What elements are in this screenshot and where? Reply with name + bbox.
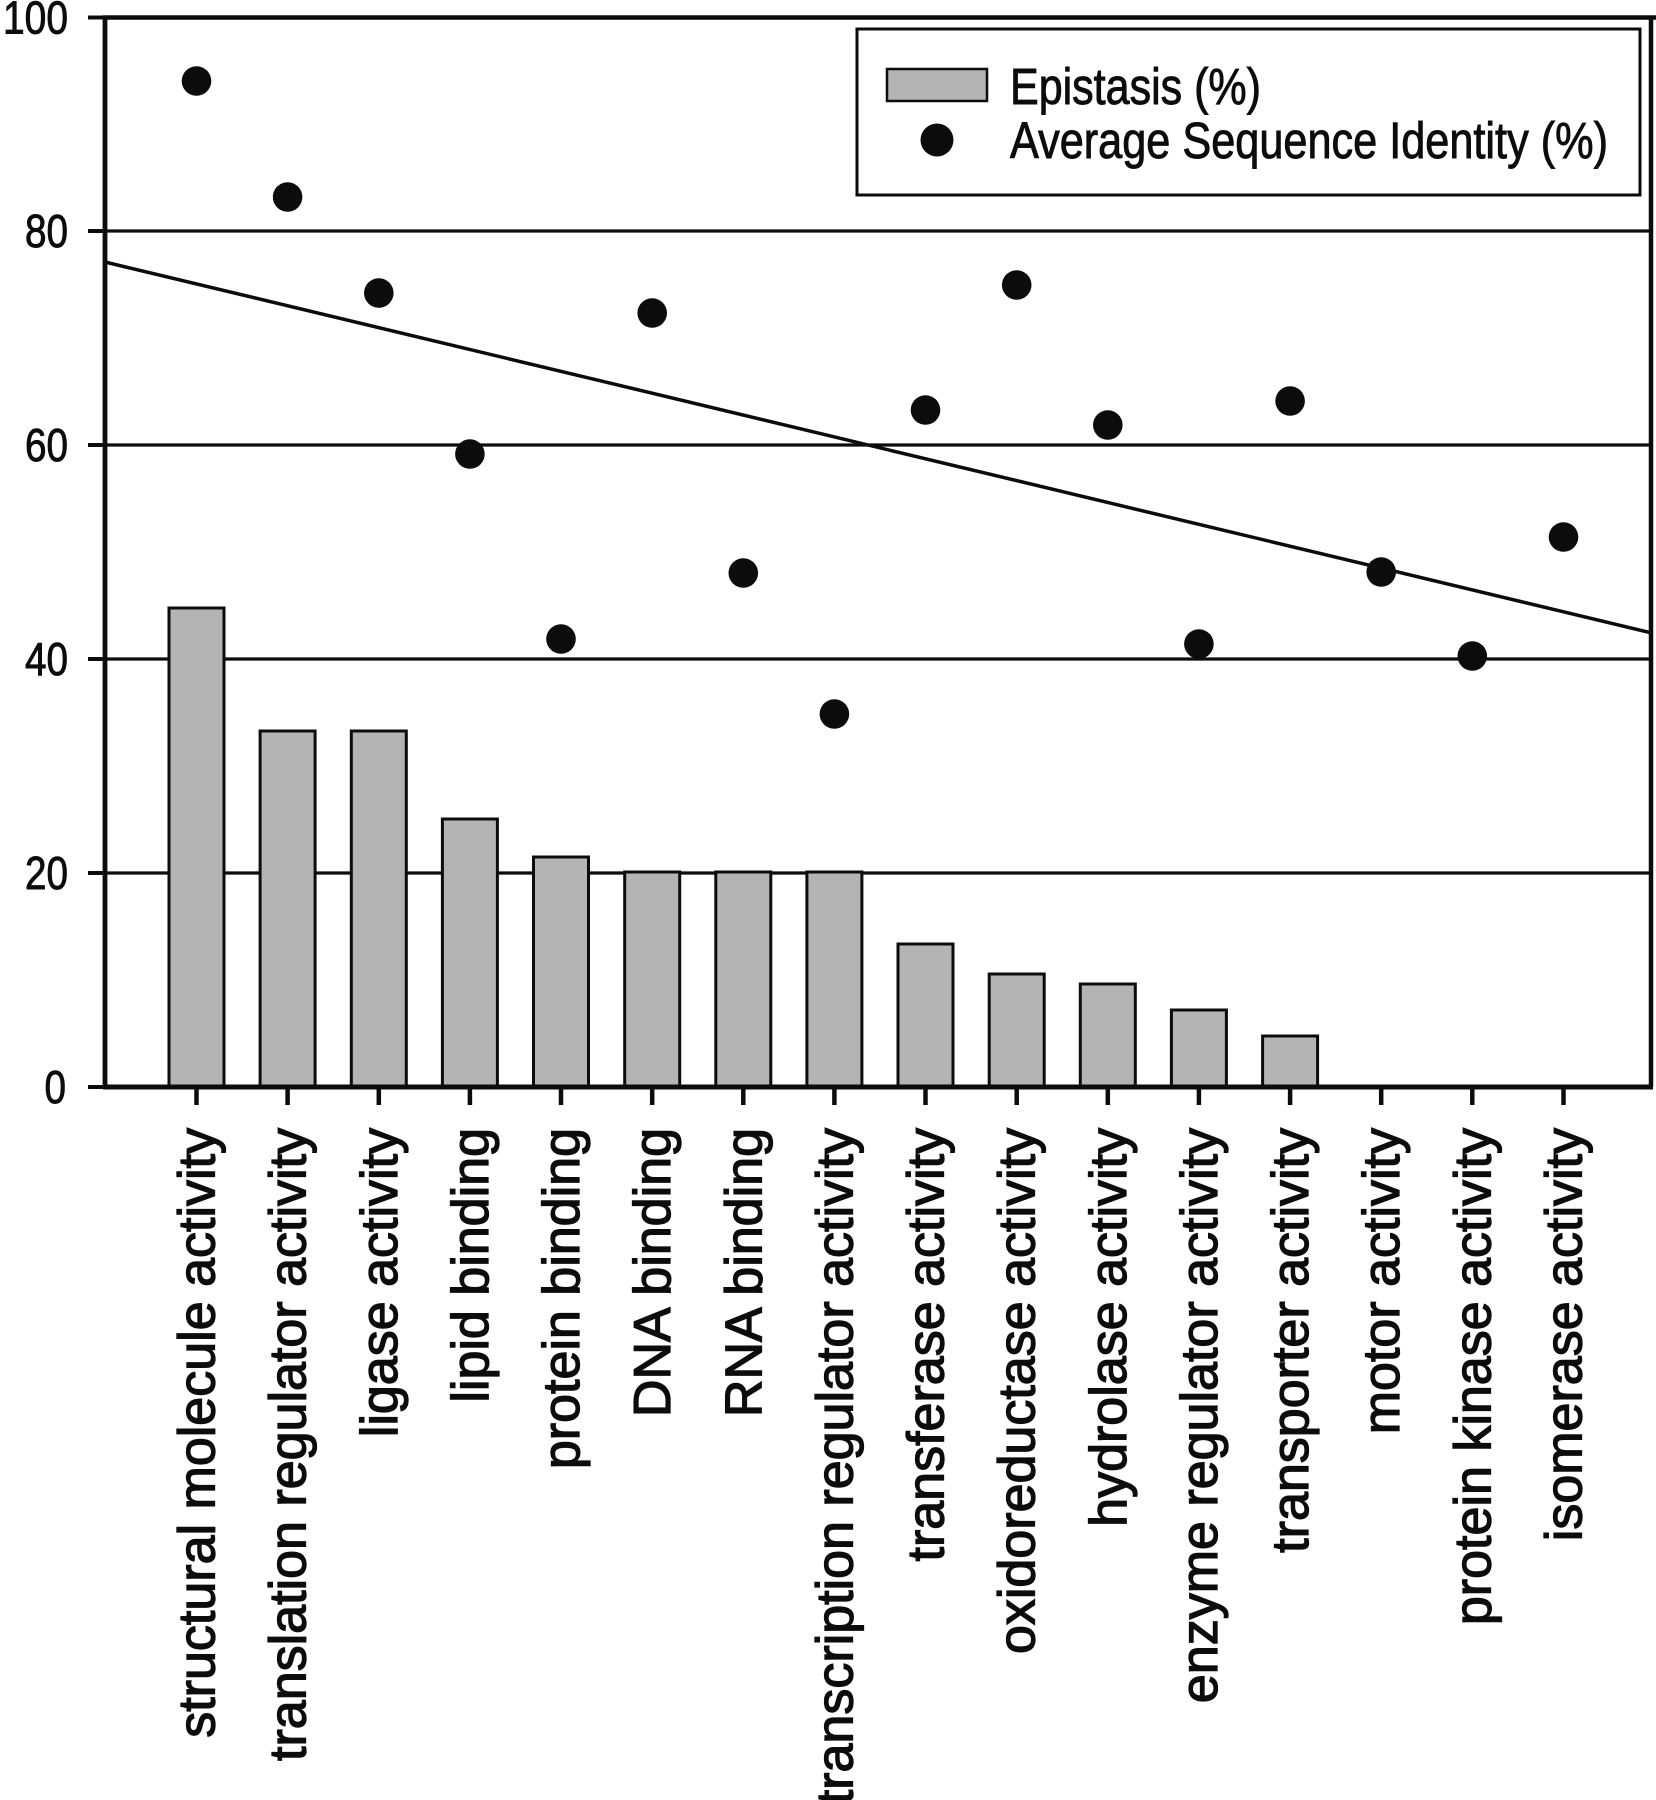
- svg-text:motor activity: motor activity: [1353, 1128, 1411, 1434]
- svg-text:hydrolase activity: hydrolase activity: [1080, 1128, 1138, 1527]
- svg-text:isomerase activity: isomerase activity: [1536, 1128, 1594, 1541]
- svg-text:40: 40: [25, 633, 68, 685]
- svg-text:translation regulator activity: translation regulator activity: [260, 1128, 318, 1761]
- svg-text:20: 20: [25, 847, 68, 899]
- svg-text:transcription regulator activi: transcription regulator activity: [806, 1128, 864, 1800]
- svg-text:60: 60: [25, 419, 68, 471]
- svg-text:oxidoreductase activity: oxidoreductase activity: [989, 1128, 1047, 1654]
- svg-text:0: 0: [45, 1061, 67, 1113]
- svg-text:ligase activity: ligase activity: [351, 1128, 409, 1437]
- svg-text:lipid binding: lipid binding: [442, 1128, 500, 1403]
- svg-text:structural molecule activity: structural molecule activity: [169, 1128, 227, 1738]
- svg-text:100: 100: [3, 0, 68, 44]
- svg-text:RNA binding: RNA binding: [715, 1128, 773, 1417]
- svg-text:Epistasis (%): Epistasis (%): [1010, 58, 1261, 115]
- svg-text:transferase activity: transferase activity: [898, 1128, 956, 1562]
- svg-text:DNA binding: DNA binding: [624, 1128, 682, 1417]
- svg-text:Average Sequence Identity (%): Average Sequence Identity (%): [1010, 112, 1608, 169]
- svg-text:enzyme regulator activity: enzyme regulator activity: [1171, 1128, 1229, 1703]
- svg-text:transporter activity: transporter activity: [1262, 1128, 1320, 1553]
- svg-text:protein binding: protein binding: [533, 1128, 591, 1469]
- svg-text:80: 80: [25, 205, 68, 257]
- svg-text:protein kinase activity: protein kinase activity: [1444, 1128, 1502, 1625]
